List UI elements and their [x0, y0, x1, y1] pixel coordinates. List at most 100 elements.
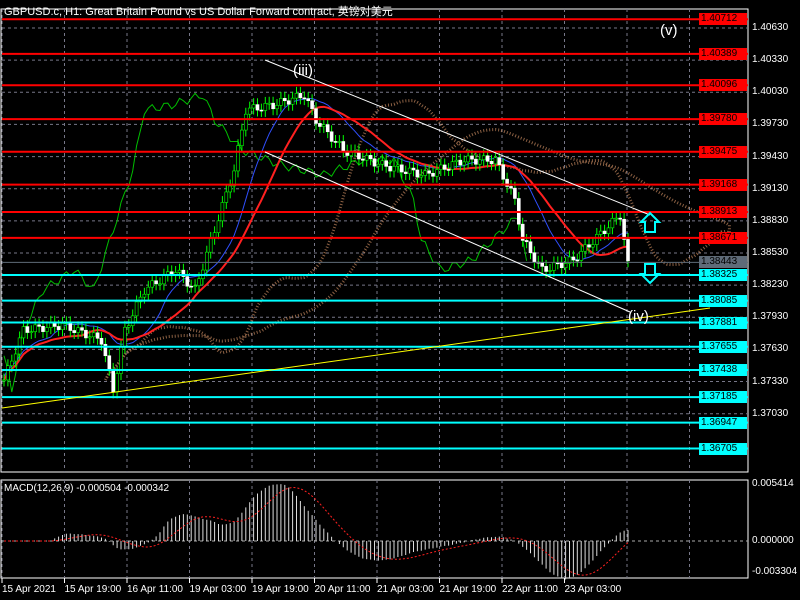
candle-body — [177, 269, 182, 273]
candle-body — [290, 97, 295, 105]
candle-body — [321, 124, 326, 127]
channel-upper-line — [264, 59, 651, 216]
price-axis-label: 1.37930 — [752, 311, 789, 323]
candle-body — [602, 230, 607, 234]
time-axis-label: 22 Apr 11:00 — [502, 584, 558, 595]
ichimoku-cloud — [104, 99, 731, 381]
candle-body — [411, 167, 416, 171]
candle-body — [84, 329, 88, 339]
channel-lower-line — [264, 151, 631, 313]
candle-body — [594, 234, 599, 245]
candle-body — [282, 98, 287, 102]
candle-body — [450, 161, 455, 170]
candle-body — [259, 109, 264, 112]
candle-body — [189, 285, 193, 288]
price-axis-label: 1.38530 — [752, 246, 789, 258]
candle-body — [306, 98, 311, 102]
resistance-label: 1.39168 — [699, 178, 747, 191]
support-label: 1.36947 — [699, 416, 747, 429]
candle-body — [127, 325, 131, 328]
support-label: 1.37881 — [699, 316, 747, 329]
candle-body — [575, 259, 580, 262]
candle-body — [384, 160, 389, 167]
support-label: 1.36705 — [699, 442, 747, 455]
time-axis-label: 16 Apr 11:00 — [127, 584, 183, 595]
candle-body — [286, 100, 291, 105]
candle-body — [380, 160, 385, 165]
candle-body — [505, 178, 509, 187]
time-axis-label: 19 Apr 03:00 — [189, 584, 247, 595]
candle-body — [622, 218, 626, 240]
candle-body — [583, 244, 587, 252]
candle-body — [513, 187, 517, 199]
candle-body — [610, 218, 615, 229]
price-axis-label: 1.38230 — [752, 279, 789, 291]
candle-body — [388, 166, 392, 172]
candle-body — [310, 100, 314, 109]
candle-body — [45, 327, 49, 332]
candle-body — [591, 244, 595, 248]
candle-body — [528, 241, 533, 254]
chart-title: GBPUSD.c, H1: Great Britain Pound vs US … — [4, 6, 393, 18]
candle-body — [509, 186, 513, 189]
candle-body — [298, 93, 303, 99]
candle-body — [606, 227, 611, 234]
candle-body — [134, 301, 139, 317]
candle-body — [481, 155, 486, 161]
time-axis-label: 15 Apr 2021 — [2, 584, 56, 595]
candle-body — [431, 172, 435, 177]
resistance-label: 1.40389 — [699, 47, 747, 60]
candle-body — [247, 107, 252, 115]
price-axis-label: 1.39130 — [752, 182, 789, 194]
price-axis-label: 1.40330 — [752, 54, 789, 66]
candle-body — [158, 283, 162, 286]
candle-body — [454, 159, 459, 162]
candle-body — [279, 98, 283, 106]
candle-body — [99, 338, 104, 345]
candle-body — [236, 145, 240, 172]
candle-body — [244, 113, 248, 131]
price-axis-label: 1.37030 — [752, 407, 789, 419]
candle-body — [415, 169, 420, 178]
candle-body — [60, 323, 65, 330]
candle-body — [396, 164, 400, 167]
candle-body — [224, 191, 229, 203]
candle-body — [427, 170, 431, 174]
price-axis-label: 1.37330 — [752, 375, 789, 387]
candle-body — [423, 170, 428, 176]
candle-body — [41, 326, 45, 332]
candle-body — [25, 326, 30, 333]
candle-body — [497, 157, 502, 166]
candle-body — [208, 238, 213, 253]
candle-body — [138, 296, 143, 303]
candle-body — [341, 141, 346, 152]
candle-body — [333, 141, 338, 143]
candle-body — [2, 379, 6, 382]
candle-body — [598, 230, 603, 235]
candle-body — [501, 164, 506, 180]
candle-body — [458, 159, 463, 166]
candle-body — [271, 102, 275, 110]
candle-body — [571, 256, 576, 261]
candle-body — [37, 324, 41, 327]
candle-body — [489, 161, 494, 165]
candle-body — [294, 93, 299, 99]
candle-body — [130, 315, 135, 326]
candle-body — [205, 251, 209, 271]
candle-body — [399, 164, 404, 173]
candle-body — [548, 270, 552, 272]
candle-body — [103, 343, 108, 357]
candle-body — [563, 263, 568, 269]
candle-body — [10, 360, 14, 367]
candle-body — [91, 332, 96, 338]
candle-body — [438, 164, 443, 170]
trend-line — [1, 307, 711, 409]
time-axis-label: 23 Apr 03:00 — [564, 584, 622, 595]
price-axis-label: 1.38830 — [752, 214, 789, 226]
support-label: 1.38085 — [699, 294, 747, 307]
price-axis-label: 1.40630 — [752, 22, 789, 33]
candle-body — [470, 155, 474, 160]
resistance-label: 1.38913 — [699, 205, 747, 218]
